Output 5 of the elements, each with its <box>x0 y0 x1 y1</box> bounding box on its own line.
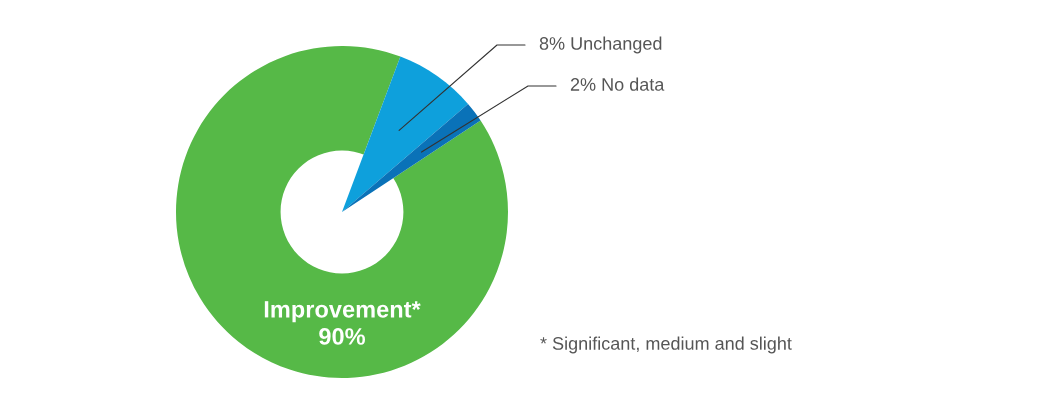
slice-label: 8% Unchanged <box>539 36 662 54</box>
text: * Significant, medium and slight <box>540 336 792 354</box>
data-label: 90% <box>319 328 366 345</box>
slice-label: Improvement* <box>264 301 421 323</box>
slice-label: 2% No data <box>570 77 665 91</box>
